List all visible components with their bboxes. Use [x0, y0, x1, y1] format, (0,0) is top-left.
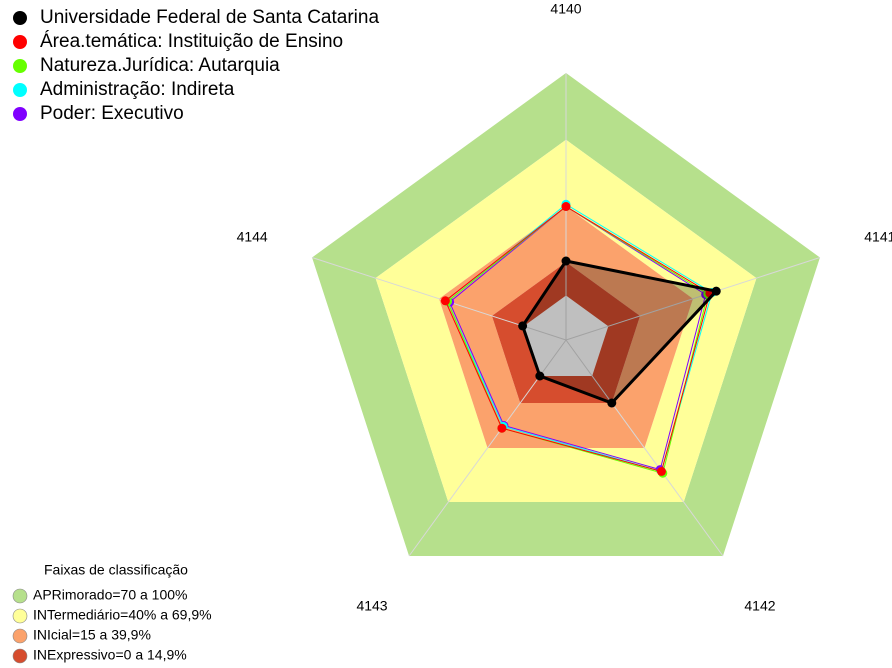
legend-label: Natureza.Jurídica: Autarquia [40, 55, 280, 76]
series-point [656, 466, 666, 476]
band-legend-label: INIcial=15 a 39,9% [33, 627, 151, 643]
axis-label: 4141 [864, 229, 892, 245]
series-point [711, 286, 721, 296]
series-point [497, 423, 507, 433]
legend-marker [13, 83, 27, 97]
series-point [518, 321, 528, 331]
band-legend-label: INTermediário=40% a 69,9% [33, 607, 212, 623]
series-point [561, 256, 571, 266]
axis-label: 4143 [356, 598, 387, 614]
band-legend-marker [12, 628, 28, 644]
band [312, 73, 820, 557]
band [375, 139, 757, 503]
legend-label: Administração: Indireta [40, 79, 235, 100]
band-legend-marker [12, 588, 28, 604]
series-point [561, 202, 571, 211]
legend-label: Área.temática: Instituição de Ensino [40, 31, 343, 52]
band-legend-marker [12, 648, 28, 664]
axis-label: 4142 [744, 598, 775, 614]
legend-label: Poder: Executivo [40, 103, 184, 124]
band-legend-label: INExpressivo=0 a 14,9% [33, 647, 187, 663]
band [439, 206, 693, 449]
axis-label: 4140 [550, 1, 581, 17]
band-legend-marker [12, 608, 28, 624]
series-point [607, 398, 617, 408]
legend-marker [13, 35, 27, 49]
band-legend-label: APRimorado=70 a 100% [33, 587, 188, 603]
band [491, 262, 641, 404]
legend-marker [13, 107, 27, 121]
spoke [565, 339, 724, 557]
legend-label: Universidade Federal de Santa Catarina [40, 7, 379, 28]
legend-marker [13, 11, 27, 25]
series-area [444, 205, 711, 473]
series-area [449, 205, 707, 471]
spoke [565, 257, 821, 341]
legend-marker [13, 59, 27, 73]
series-area [520, 259, 720, 405]
series-point [440, 296, 450, 306]
bands-title: Faixas de classificação [44, 562, 188, 578]
axis-label: 4144 [237, 229, 268, 245]
series-point [535, 371, 545, 381]
series-area [446, 205, 709, 474]
